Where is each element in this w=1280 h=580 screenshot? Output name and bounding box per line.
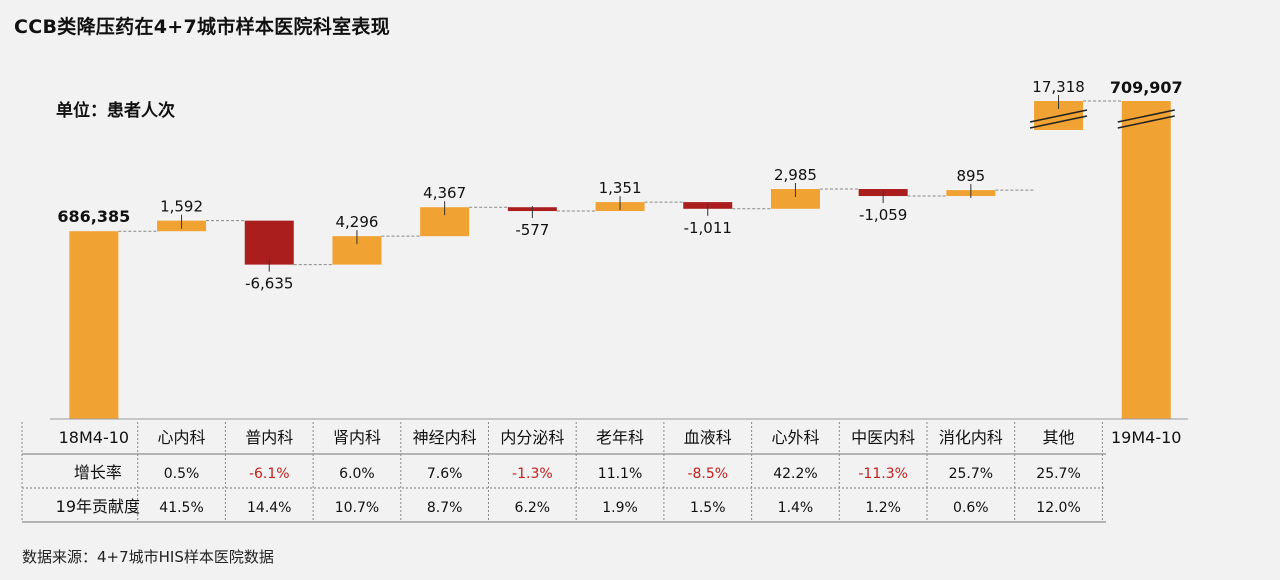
table-cell: 1.4% <box>778 500 814 516</box>
category-label: 中医内科 <box>851 428 915 447</box>
table-cell: 25.7% <box>949 466 993 482</box>
table-cell: 1.9% <box>602 500 638 516</box>
table-row-header: 增长率 <box>74 463 122 482</box>
table-cell: 6.0% <box>339 466 375 482</box>
table-row-header: 19年贡献度 <box>56 497 140 516</box>
table-cell: -6.1% <box>249 466 290 482</box>
bar-label-肾内科: 4,296 <box>335 213 378 231</box>
bar-end <box>1121 101 1171 419</box>
bar-label-内分泌科: -577 <box>515 221 549 239</box>
unit-label: 单位：患者人次 <box>56 101 175 121</box>
table-cell: -11.3% <box>858 466 908 482</box>
table-cell: 7.6% <box>427 466 463 482</box>
bar-label-中医内科: -1,059 <box>859 206 907 224</box>
waterfall-chart: 686,385 1,592 -6,635 4,296 4,367 -577 1,351 -1,… <box>21 78 1188 523</box>
table-cell: 10.7% <box>335 500 379 516</box>
bar-普内科 <box>244 220 294 265</box>
category-label: 其他 <box>1043 428 1075 447</box>
break-mark <box>1117 115 1175 129</box>
category-label: 心外科 <box>771 428 819 447</box>
table-cell: 25.7% <box>1036 466 1080 482</box>
chart-title: CCB类降压药在4+7城市样本医院科室表现 <box>14 16 391 38</box>
bar-label-心外科: 2,985 <box>774 166 817 184</box>
category-label: 心内科 <box>158 428 206 447</box>
bar-label-心内科: 1,592 <box>160 198 203 216</box>
break-mark <box>1029 109 1088 123</box>
bar-label-老年科: 1,351 <box>599 179 642 197</box>
bar-label-普内科: -6,635 <box>245 275 293 293</box>
source-note: 数据来源：4+7城市HIS样本医院数据 <box>22 548 274 566</box>
table-cell: 1.5% <box>690 500 726 516</box>
bar-start-label: 686,385 <box>57 207 130 226</box>
break-mark <box>1117 109 1175 123</box>
category-label: 老年科 <box>596 428 644 447</box>
bar-label-其他: 17,318 <box>1032 78 1085 96</box>
category-label: 神经内科 <box>413 428 477 447</box>
table-cell: -1.3% <box>512 466 553 482</box>
table-cell: 0.5% <box>164 466 200 482</box>
table-cell: 0.6% <box>953 500 989 516</box>
category-label: 18M4-10 <box>59 428 129 447</box>
bar-label-血液科: -1,011 <box>684 219 732 237</box>
category-label: 血液科 <box>684 428 732 447</box>
bar-label-消化内科: 895 <box>957 167 986 185</box>
category-label: 19M4-10 <box>1111 428 1181 447</box>
table-cell: -8.5% <box>687 466 728 482</box>
category-label: 普内科 <box>245 428 293 447</box>
table-cell: 14.4% <box>247 500 291 516</box>
category-label: 肾内科 <box>333 428 381 447</box>
category-label: 内分泌科 <box>500 428 564 447</box>
table-cell: 8.7% <box>427 500 463 516</box>
table-cell: 42.2% <box>773 466 817 482</box>
table-cell: 1.2% <box>865 500 901 516</box>
table-cell: 6.2% <box>515 500 551 516</box>
bar-label-神经内科: 4,367 <box>423 184 466 202</box>
bar-end-label: 709,907 <box>1110 78 1183 97</box>
bar-start <box>69 231 119 419</box>
category-label: 消化内科 <box>939 428 1003 447</box>
table-cell: 12.0% <box>1036 500 1080 516</box>
break-mark <box>1029 115 1088 129</box>
table-cell: 11.1% <box>598 466 642 482</box>
bar-心外科 <box>770 189 820 209</box>
table-cell: 41.5% <box>159 500 203 516</box>
